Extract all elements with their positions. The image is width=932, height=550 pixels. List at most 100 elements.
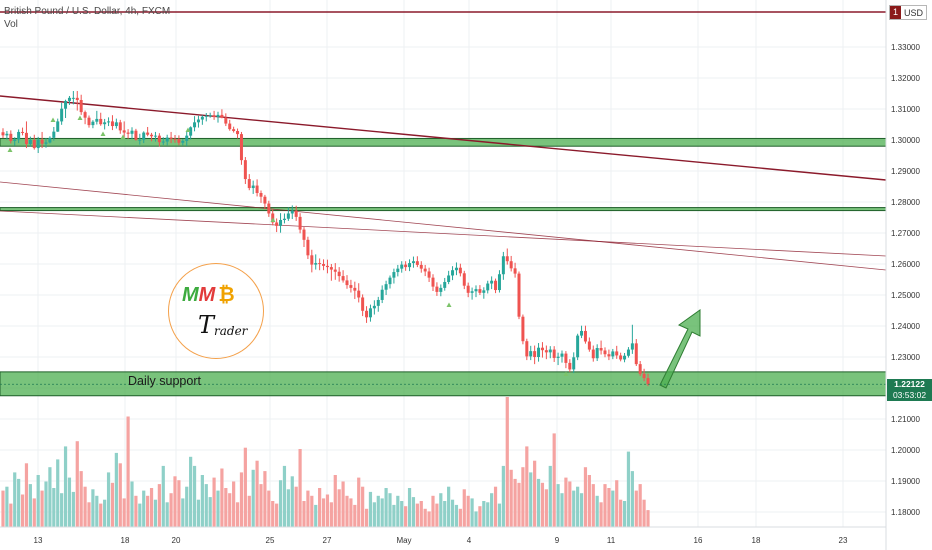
candle (361, 294, 365, 317)
candle (607, 349, 611, 361)
candle (576, 333, 580, 361)
volume-bar (564, 477, 568, 527)
volume-bar (28, 484, 32, 527)
volume-bar (568, 481, 572, 527)
price-tick-label: 1.27000 (891, 229, 920, 238)
volume-bar (83, 486, 87, 527)
candle (345, 275, 349, 289)
candle (486, 280, 490, 294)
candle (638, 361, 642, 376)
candle (32, 134, 36, 150)
candle (91, 120, 95, 129)
volume-bar (290, 476, 294, 527)
support-resistance-zone-0[interactable] (0, 137, 887, 147)
volume-bar (419, 501, 423, 527)
candle (251, 180, 255, 194)
candles (1, 91, 650, 387)
buy-signal-icon (100, 131, 106, 136)
volume-bar (325, 494, 330, 527)
candle (71, 91, 75, 105)
volume-bar (228, 493, 232, 527)
candle (263, 194, 267, 210)
volume-bar (67, 477, 72, 527)
logo-rader-text: rader (214, 324, 248, 338)
candle (306, 236, 310, 260)
volume-bar (345, 495, 349, 527)
volume-bar (384, 488, 388, 527)
volume-bar (36, 475, 40, 527)
candle (224, 113, 228, 127)
volume-bar (220, 468, 224, 527)
volume-bar (576, 486, 580, 527)
price-axis[interactable]: 1.33000 1.32000 1.31000 1.30000 1.29000 1.280… (891, 43, 920, 517)
descending-trendline-main[interactable] (0, 95, 887, 181)
candle (552, 346, 556, 362)
volume-bar (298, 449, 302, 527)
volume-bar (196, 499, 201, 527)
volume-bar (110, 482, 115, 527)
candle (212, 110, 216, 120)
price-tick-label: 1.29000 (891, 167, 920, 176)
candle (79, 94, 83, 115)
candle (9, 130, 13, 144)
descending-trendline-lower[interactable] (0, 181, 887, 271)
candle (474, 285, 478, 298)
candle (497, 270, 501, 293)
candle (275, 218, 279, 233)
candle (560, 350, 564, 363)
candle (122, 121, 126, 138)
candle (126, 129, 130, 139)
volume-bar (474, 511, 478, 527)
volume-bar (599, 502, 603, 527)
candle (110, 115, 114, 131)
grid (0, 0, 886, 527)
time-axis[interactable]: 13 18 20 25 27 May 4 9 11 16 18 23 (34, 536, 848, 545)
volume-bar (513, 478, 517, 527)
candle (243, 157, 247, 185)
volume-bar (466, 495, 470, 527)
volume-bar (56, 459, 60, 527)
volume-bar (247, 495, 251, 527)
volume-bar (380, 498, 384, 527)
volume-bar (321, 498, 326, 527)
currency-badge[interactable]: 1 USD (889, 5, 928, 20)
candle (185, 131, 189, 146)
price-tick-label: 1.30000 (891, 136, 920, 145)
candle (220, 109, 224, 119)
candle (99, 112, 103, 126)
volume-bar (32, 498, 36, 527)
volume-bar (353, 504, 357, 527)
bullish-arrow-icon[interactable] (659, 309, 701, 389)
candle (396, 264, 400, 277)
volume-bar (439, 493, 443, 527)
support-resistance-zone-1[interactable] (0, 207, 887, 212)
candle (392, 268, 396, 284)
volume-bar (329, 502, 333, 527)
price-tick-label: 1.25000 (891, 291, 920, 300)
volume-bar (48, 467, 52, 527)
candle (517, 271, 521, 320)
volume-bar (302, 501, 306, 527)
candle (21, 127, 25, 136)
candle (587, 337, 591, 352)
volume-bar (540, 482, 545, 527)
volume-bar (431, 495, 435, 527)
descending-trendline-middle[interactable] (0, 210, 887, 257)
candle (458, 263, 462, 277)
volume-bar (521, 467, 525, 527)
candle (302, 227, 306, 247)
volume-bar (454, 504, 459, 527)
candle (454, 262, 458, 276)
volume-bar (318, 488, 322, 527)
volume-bar (607, 488, 611, 527)
last-price-badge: 1.22122 03:53:02 (887, 379, 932, 401)
volume-bar (611, 490, 615, 527)
candle (544, 345, 548, 360)
volume-bar (423, 508, 427, 527)
volume-bar (349, 498, 353, 527)
candle (599, 340, 603, 355)
candle (173, 135, 177, 143)
candle (44, 138, 48, 148)
price-tick-label: 1.33000 (891, 43, 920, 52)
volume-bar (103, 499, 107, 527)
